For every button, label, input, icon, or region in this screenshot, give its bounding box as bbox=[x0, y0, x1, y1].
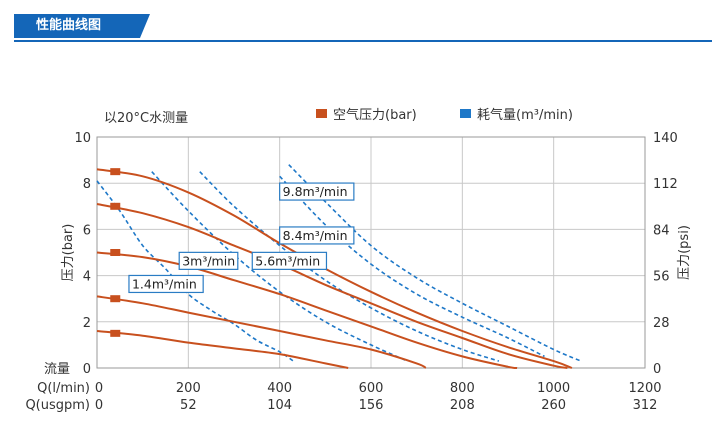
y-tick-label-left: 0 bbox=[83, 362, 91, 377]
chart-caption: 以20°C水测量 bbox=[104, 111, 188, 126]
legend-swatch-pressure bbox=[316, 109, 327, 118]
x-tick-label: 312 bbox=[633, 398, 658, 413]
y-tick-label-right: 28 bbox=[653, 316, 670, 331]
y-tick-label-left: 8 bbox=[83, 177, 91, 192]
y-axis-title-right: 压力(psi) bbox=[677, 225, 692, 280]
x-tick-label: 260 bbox=[541, 398, 566, 413]
consumption-curve bbox=[151, 171, 408, 362]
pressure-marker bbox=[110, 249, 121, 256]
section-title: 性能曲线图 bbox=[14, 14, 140, 38]
y-tick-label-left: 6 bbox=[83, 223, 91, 238]
flow-label-box bbox=[279, 226, 355, 245]
x-tick-label: 1200 bbox=[628, 381, 661, 396]
y-tick-label-right: 112 bbox=[653, 177, 678, 192]
consumption-curve bbox=[288, 164, 582, 362]
x-axis-row-label: Q(l/min) bbox=[37, 381, 90, 396]
legend-swatch-consumption bbox=[460, 109, 471, 118]
x-tick-label: 208 bbox=[450, 398, 475, 413]
x-tick-label: 104 bbox=[267, 398, 292, 413]
flow-label-box bbox=[279, 182, 355, 201]
x-tick-label: 1000 bbox=[537, 381, 570, 396]
pressure-curve bbox=[96, 168, 573, 369]
x-tick-label: 0 bbox=[95, 398, 103, 413]
pressure-marker bbox=[110, 168, 121, 176]
y-tick-label-left: 10 bbox=[74, 131, 91, 146]
consumption-curve bbox=[96, 180, 294, 362]
y-tick-label-left: 4 bbox=[83, 270, 91, 285]
flow-label-box bbox=[251, 251, 328, 270]
y-tick-label-left: 2 bbox=[83, 316, 91, 331]
flow-label-text: 5.6m³/min bbox=[255, 253, 320, 268]
flow-label-text: 3m³/min bbox=[182, 253, 235, 268]
flow-label-text: 8.4m³/min bbox=[283, 228, 348, 243]
flow-label-box bbox=[128, 274, 204, 294]
y-tick-label-right: 0 bbox=[653, 362, 661, 377]
x-tick-label: 52 bbox=[180, 398, 197, 413]
flow-label-text: 1.4m³/min bbox=[132, 276, 197, 291]
legend-label-pressure: 空气压力(bar) bbox=[333, 107, 417, 123]
section-header: 性能曲线图 bbox=[0, 0, 712, 44]
pressure-curve bbox=[96, 251, 518, 370]
consumption-curve bbox=[279, 175, 545, 358]
pressure-marker bbox=[110, 295, 121, 303]
pressure-curve bbox=[96, 295, 427, 369]
legend-label-consumption: 耗气量(m³/min) bbox=[477, 107, 573, 123]
pressure-curve bbox=[96, 330, 349, 369]
x-tick-label: 200 bbox=[176, 381, 201, 396]
x-tick-label: 400 bbox=[267, 381, 292, 396]
consumption-curve bbox=[199, 171, 500, 362]
section-divider bbox=[14, 40, 712, 42]
x-tick-label: 156 bbox=[359, 398, 384, 413]
pressure-marker bbox=[110, 202, 121, 210]
y-tick-label-right: 56 bbox=[653, 270, 670, 285]
pressure-curve bbox=[96, 203, 568, 369]
flow-label-box bbox=[178, 251, 239, 270]
x-axis-row-label: Q(usgpm) bbox=[25, 398, 90, 413]
section-title-notch bbox=[140, 14, 150, 38]
flow-label-text: 9.8m³/min bbox=[283, 184, 348, 199]
y-axis-title-left: 压力(bar) bbox=[61, 224, 76, 282]
x-tick-label: 0 bbox=[95, 381, 103, 396]
y-tick-label-right: 84 bbox=[653, 223, 670, 238]
y-tick-label-right: 140 bbox=[653, 131, 678, 146]
x-tick-label: 600 bbox=[359, 381, 384, 396]
pressure-marker bbox=[110, 329, 121, 337]
flow-axis-title: 流量 bbox=[44, 362, 70, 377]
x-tick-label: 800 bbox=[450, 381, 475, 396]
